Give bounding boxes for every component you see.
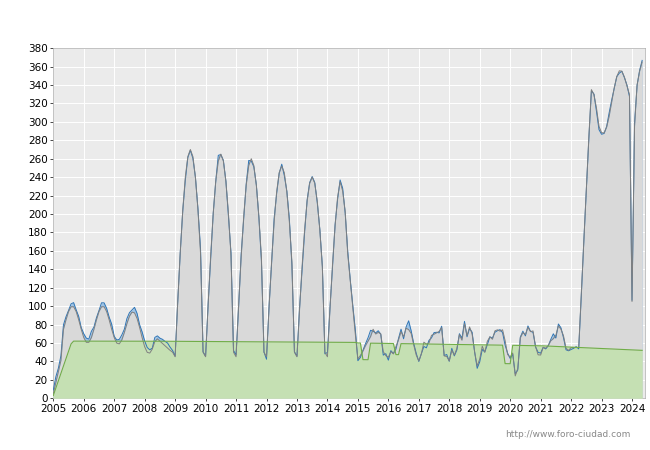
Text: http://www.foro-ciudad.com: http://www.foro-ciudad.com	[505, 430, 630, 439]
Text: Guijo de Ávila - Evolucion de la poblacion en edad de Trabajar Mayo de 2024: Guijo de Ávila - Evolucion de la poblaci…	[58, 16, 592, 32]
